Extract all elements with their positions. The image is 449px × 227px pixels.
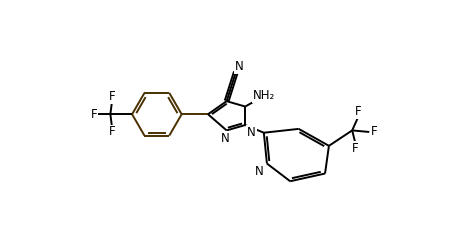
Text: N: N [255,165,264,178]
Text: F: F [352,142,359,155]
Text: N: N [247,126,256,139]
Text: NH₂: NH₂ [253,89,275,102]
Text: N: N [235,60,243,73]
Text: F: F [109,126,115,138]
Text: F: F [370,126,377,138]
Text: N: N [221,132,229,145]
Text: F: F [91,108,97,121]
Text: F: F [109,90,115,103]
Text: F: F [355,105,362,118]
